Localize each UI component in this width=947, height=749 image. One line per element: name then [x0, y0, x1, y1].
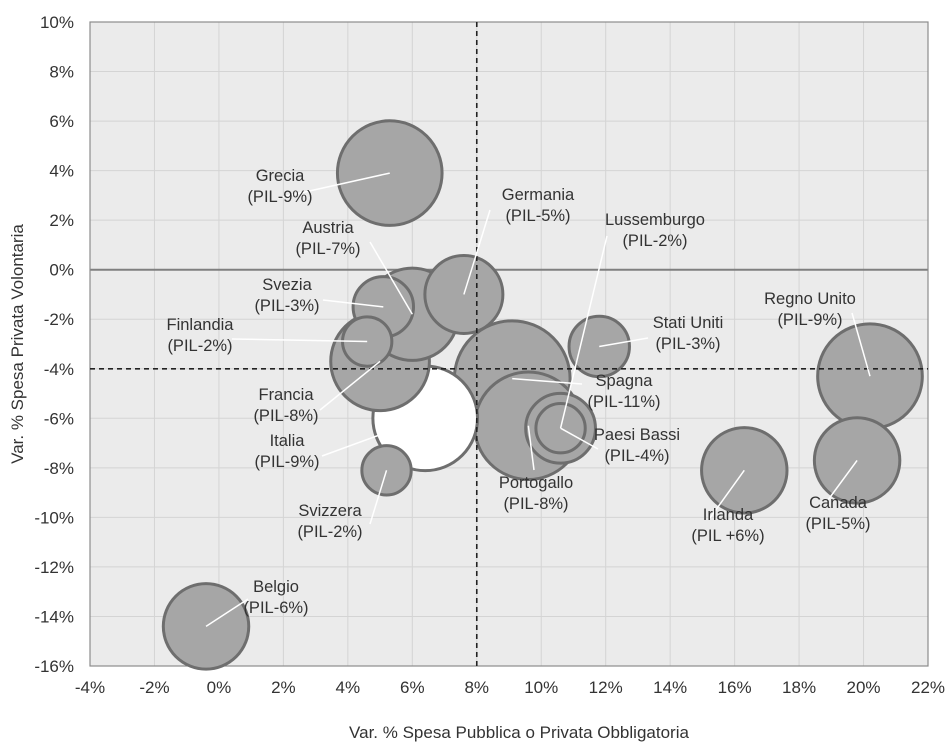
leader-line	[322, 299, 384, 308]
y-tick-label: -2%	[44, 310, 74, 329]
y-tick-label: -16%	[34, 657, 74, 676]
label-pil: (PIL +6%)	[691, 527, 764, 545]
y-tick-label: 6%	[49, 112, 74, 131]
leader-line	[599, 337, 649, 348]
x-tick-label: 6%	[400, 678, 425, 697]
label-pil: (PIL-2%)	[622, 232, 687, 250]
y-tick-label: 4%	[49, 162, 74, 181]
y-tick-label: -4%	[44, 360, 74, 379]
label-country: Francia	[258, 386, 314, 404]
label-country: Lussemburgo	[605, 211, 705, 229]
leader-line	[827, 459, 858, 501]
leader-line	[321, 417, 426, 457]
x-axis-title: Var. % Spesa Pubblica o Privata Obbligat…	[349, 723, 689, 742]
leader-line	[369, 470, 388, 525]
x-tick-label: 8%	[464, 678, 489, 697]
leader-line	[319, 360, 381, 411]
leader-line	[277, 172, 390, 199]
x-tick-label: 18%	[782, 678, 816, 697]
leader-line	[231, 338, 368, 343]
bubble-labels: Grecia (PIL-9%) Germania (PIL-5%) Austria (PI…	[167, 167, 871, 627]
y-tick-label: 2%	[49, 211, 74, 230]
y-tick-label: -12%	[34, 558, 74, 577]
x-tick-label: 0%	[207, 678, 232, 697]
label-pil: (PIL-3%)	[254, 297, 319, 315]
label-pil: (PIL-5%)	[805, 515, 870, 533]
leader-line	[709, 469, 745, 519]
leader-line	[369, 241, 413, 315]
label-pil: (PIL-4%)	[604, 447, 669, 465]
x-tick-label: 16%	[718, 678, 752, 697]
label-pil: (PIL-8%)	[503, 495, 568, 513]
y-tick-label: 8%	[49, 63, 74, 82]
y-tick-label: 0%	[49, 261, 74, 280]
bubble-stati-uniti	[567, 314, 631, 379]
label-country: Grecia	[256, 167, 305, 185]
y-tick-label: -8%	[44, 459, 74, 478]
label-pil: (PIL-9%)	[247, 188, 312, 206]
label-pil: (PIL-5%)	[505, 207, 570, 225]
label-pil: (PIL-3%)	[655, 335, 720, 353]
x-tick-label: -4%	[75, 678, 105, 697]
x-tick-label: 4%	[336, 678, 361, 697]
label-pil: (PIL-9%)	[254, 453, 319, 471]
label-country: Finlandia	[167, 316, 235, 334]
y-tick-label: 10%	[40, 13, 74, 32]
leader-line	[851, 312, 871, 377]
label-country: Stati Uniti	[653, 314, 724, 332]
label-pil: (PIL-9%)	[777, 311, 842, 329]
label-pil: (PIL-2%)	[297, 523, 362, 541]
label-country: Austria	[302, 219, 354, 237]
leader-line	[512, 377, 583, 385]
label-pil: (PIL-6%)	[243, 599, 308, 617]
leader-line	[560, 427, 599, 450]
y-tick-label: -10%	[34, 508, 74, 527]
label-country: Paesi Bassi	[594, 426, 680, 444]
label-country: Regno Unito	[764, 290, 856, 308]
y-axis-title: Var. % Spesa Privata Volontaria	[8, 224, 27, 464]
y-tick-label: -6%	[44, 409, 74, 428]
x-tick-label: -2%	[139, 678, 169, 697]
leader-line	[205, 598, 249, 627]
label-pil: (PIL-7%)	[295, 240, 360, 258]
label-country: Canada	[809, 494, 868, 512]
label-country: Belgio	[253, 578, 299, 596]
leader-line	[527, 425, 535, 471]
x-tick-label: 14%	[653, 678, 687, 697]
x-tick-label: 20%	[847, 678, 881, 697]
x-tick-label: 12%	[589, 678, 623, 697]
label-country: Italia	[270, 432, 306, 450]
x-tick-label: 22%	[911, 678, 945, 697]
x-tick-label: 2%	[271, 678, 296, 697]
label-country: Svezia	[262, 276, 312, 294]
label-pil: (PIL-2%)	[167, 337, 232, 355]
label-country: Portogallo	[499, 474, 573, 492]
x-tick-label: 10%	[524, 678, 558, 697]
plot-border	[89, 21, 929, 667]
y-tick-label: -14%	[34, 607, 74, 626]
label-pil: (PIL-8%)	[253, 407, 318, 425]
label-country: Svizzera	[298, 502, 362, 520]
label-country: Germania	[502, 186, 575, 204]
label-country: Spagna	[596, 372, 654, 390]
label-pil: (PIL-11%)	[587, 393, 660, 411]
leader-line	[559, 235, 608, 429]
label-country: Irlanda	[703, 506, 754, 524]
leader-line	[463, 209, 491, 295]
